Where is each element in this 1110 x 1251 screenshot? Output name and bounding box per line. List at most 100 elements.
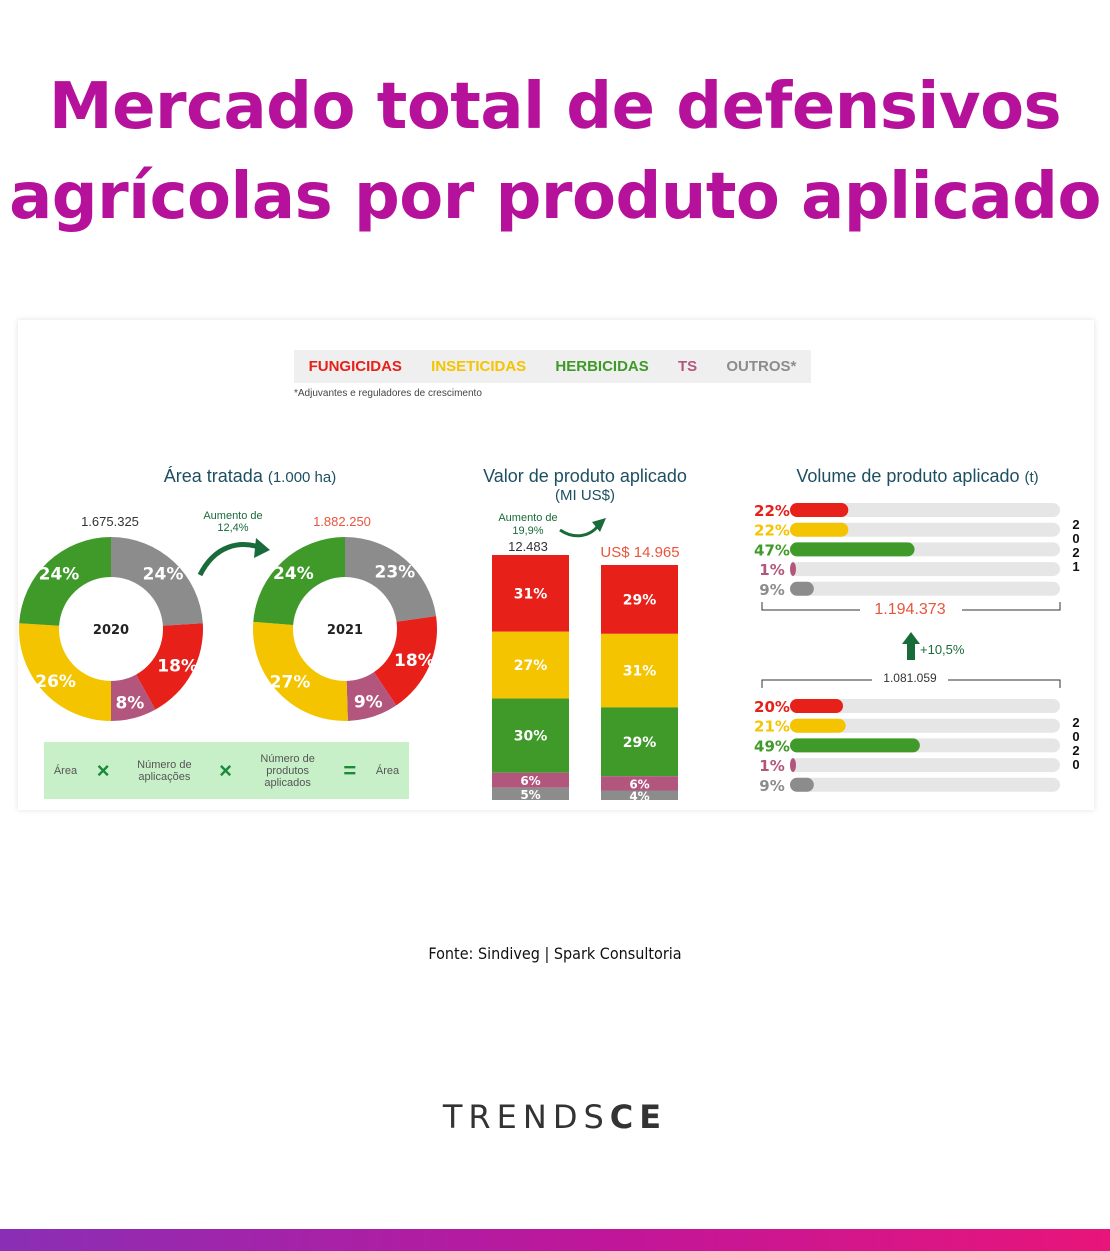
volume-2020-bar-outros xyxy=(790,777,814,792)
area-growth-label: Aumento de 12,4% xyxy=(203,510,263,534)
valor-growth-arrow-icon xyxy=(559,524,600,538)
donut-2020-label-outros: 24% xyxy=(143,565,184,585)
legend-ts: TS xyxy=(677,358,698,375)
valor-2020-bar-fungicidas xyxy=(492,555,569,632)
volume-subtitle-unit: (t) xyxy=(1024,469,1039,486)
legend-herbicidas: HERBICIDAS xyxy=(555,358,649,375)
volume-2020-track-outros xyxy=(790,777,1060,792)
volume-2020-label-fungicidas: 20% xyxy=(754,698,790,716)
valor-growth-label: Aumento de 19,9% xyxy=(498,512,558,537)
volume-2021-bar-inseticidas xyxy=(790,522,849,537)
area-subtitle: Área tratada (1.000 ha) xyxy=(100,466,400,487)
valor-subtitle: Valor de produto aplicado (MI US$) xyxy=(440,466,730,506)
volume-subtitle-main: Volume de produto aplicado xyxy=(796,466,1020,486)
volume-2020-track-inseticidas xyxy=(790,718,1060,733)
volume-2021-label-herbicidas: 47% xyxy=(754,541,790,559)
volume-2020-bar-herbicidas xyxy=(790,738,920,753)
volume-2020-label-outros: 9% xyxy=(759,777,784,795)
donut-2020-total: 1.675.325 xyxy=(81,514,139,529)
valor-2021-label-inseticidas: 31% xyxy=(623,664,657,680)
donut-2021-center-label: 2021 xyxy=(327,623,363,638)
legend-fungicidas: FUNGICIDAS xyxy=(308,358,402,375)
volume-2020-bar-inseticidas xyxy=(790,718,846,733)
valor-2020-label-outros: 5% xyxy=(520,788,540,802)
donut-2020-center-label: 2020 xyxy=(93,623,129,638)
valor-2020-label-ts: 6% xyxy=(520,774,540,788)
brand-logo: TRENDSCE xyxy=(0,1098,1110,1136)
valor-2021-label-ts: 6% xyxy=(629,777,649,791)
valor-2020-label-herbicidas: 30% xyxy=(514,729,548,745)
donut-2021-total: 1.882.250 xyxy=(313,514,371,529)
valor-2021-bar-herbicidas xyxy=(601,707,678,777)
valor-2020-bar-herbicidas xyxy=(492,698,569,773)
area-growth-arrowhead-icon xyxy=(254,538,270,558)
donut-2021-slice-herbicidas xyxy=(253,537,345,625)
donut-2021-slice-outros xyxy=(345,537,437,622)
valor-2021-bar-outros xyxy=(601,790,678,800)
formula-result-area: Área xyxy=(375,764,400,777)
volume-2021-bar-herbicidas xyxy=(790,542,915,557)
volume-subtitle: Volume de produto aplicado (t) xyxy=(750,466,1085,487)
formula-equals-icon: = xyxy=(343,757,357,783)
donut-2021-slice-inseticidas xyxy=(252,621,348,721)
donut-2021-label-ts: 9% xyxy=(354,692,383,712)
donut-2021-slice-ts xyxy=(346,672,397,721)
donut-2020-slice-fungicidas xyxy=(136,623,203,710)
volume-2021-track-fungicidas xyxy=(790,503,1060,517)
source-text: Fonte: Sindiveg | Spark Consultoria xyxy=(428,944,682,963)
legend: FUNGICIDAS INSETICIDAS HERBICIDAS TS OUT… xyxy=(294,350,811,383)
volume-2020-track-ts xyxy=(790,758,1060,773)
donut-2020-label-fungicidas: 18% xyxy=(157,657,198,677)
volume-2021-bar-fungicidas xyxy=(790,503,849,517)
valor-2020-bar-outros xyxy=(492,787,569,800)
bottom-gradient-bar xyxy=(0,1229,1110,1251)
volume-2020-bar-ts xyxy=(790,758,796,773)
legend-outros: OUTROS* xyxy=(726,358,797,375)
volume-2021-track-ts xyxy=(790,562,1060,577)
valor-2021-label-fungicidas: 29% xyxy=(623,592,657,608)
volume-2021-bar-outros xyxy=(790,581,814,596)
formula-term-aplicacoes: Número de aplicações xyxy=(137,758,192,783)
volume-2021-label-inseticidas: 22% xyxy=(754,522,790,540)
page-title: Mercado total de defensivos agrícolas po… xyxy=(0,62,1110,242)
valor-2020-bar-inseticidas xyxy=(492,631,569,699)
donut-2020-slice-outros xyxy=(111,537,203,626)
formula-term-produtos: Número de produtos aplicados xyxy=(260,752,315,789)
donut-2020-label-herbicidas: 24% xyxy=(39,565,80,585)
valor-2021-total: US$ 14.965 xyxy=(600,544,680,561)
valor-2020-label-fungicidas: 31% xyxy=(514,586,548,602)
volume-2020-label-ts: 1% xyxy=(759,757,784,775)
legend-inseticidas: INSETICIDAS xyxy=(431,358,527,375)
page-title-line-2: agrícolas por produto aplicado xyxy=(9,160,1101,234)
donut-2020-slice-inseticidas xyxy=(19,623,112,721)
donut-2020-label-ts: 8% xyxy=(115,694,144,714)
valor-subtitle-line-1: Valor de produto aplicado xyxy=(483,466,687,486)
brand-logo-light: TRENDS xyxy=(442,1098,610,1136)
legend-footnote: *Adjuvantes e reguladores de crescimento xyxy=(294,388,482,399)
page-title-line-1: Mercado total de defensivos xyxy=(48,70,1062,144)
valor-2020-label-inseticidas: 27% xyxy=(514,658,548,674)
area-subtitle-main: Área tratada xyxy=(163,466,263,486)
volume-2020-label-inseticidas: 21% xyxy=(754,718,790,736)
volume-2021-label-outros: 9% xyxy=(759,581,784,599)
volume-2020-bar-fungicidas xyxy=(790,699,843,713)
formula-times-icon-2: × xyxy=(219,757,232,783)
volume-2021-bracket xyxy=(761,602,1061,611)
volume-2021-label-ts: 1% xyxy=(759,561,784,579)
valor-2021-label-herbicidas: 29% xyxy=(623,735,657,751)
volume-2020-total: 1.081.059 xyxy=(872,671,948,685)
area-formula: Área × Número de aplicações × Número de … xyxy=(44,742,409,799)
formula-times-icon: × xyxy=(96,757,110,783)
volume-2021-total: 1.194.373 xyxy=(860,601,960,619)
area-growth-arrow-icon xyxy=(197,542,263,577)
volume-growth-arrow-icon xyxy=(902,632,920,660)
valor-2021-label-outros: 4% xyxy=(629,789,649,803)
valor-growth-arrowhead-icon xyxy=(592,518,606,532)
volume-2020-label-herbicidas: 49% xyxy=(754,737,790,755)
volume-2020-bracket xyxy=(761,679,1061,688)
area-subtitle-unit: (1.000 ha) xyxy=(267,469,337,486)
donut-2021-label-outros: 23% xyxy=(374,563,415,583)
brand-logo-bold: CE xyxy=(609,1098,668,1136)
